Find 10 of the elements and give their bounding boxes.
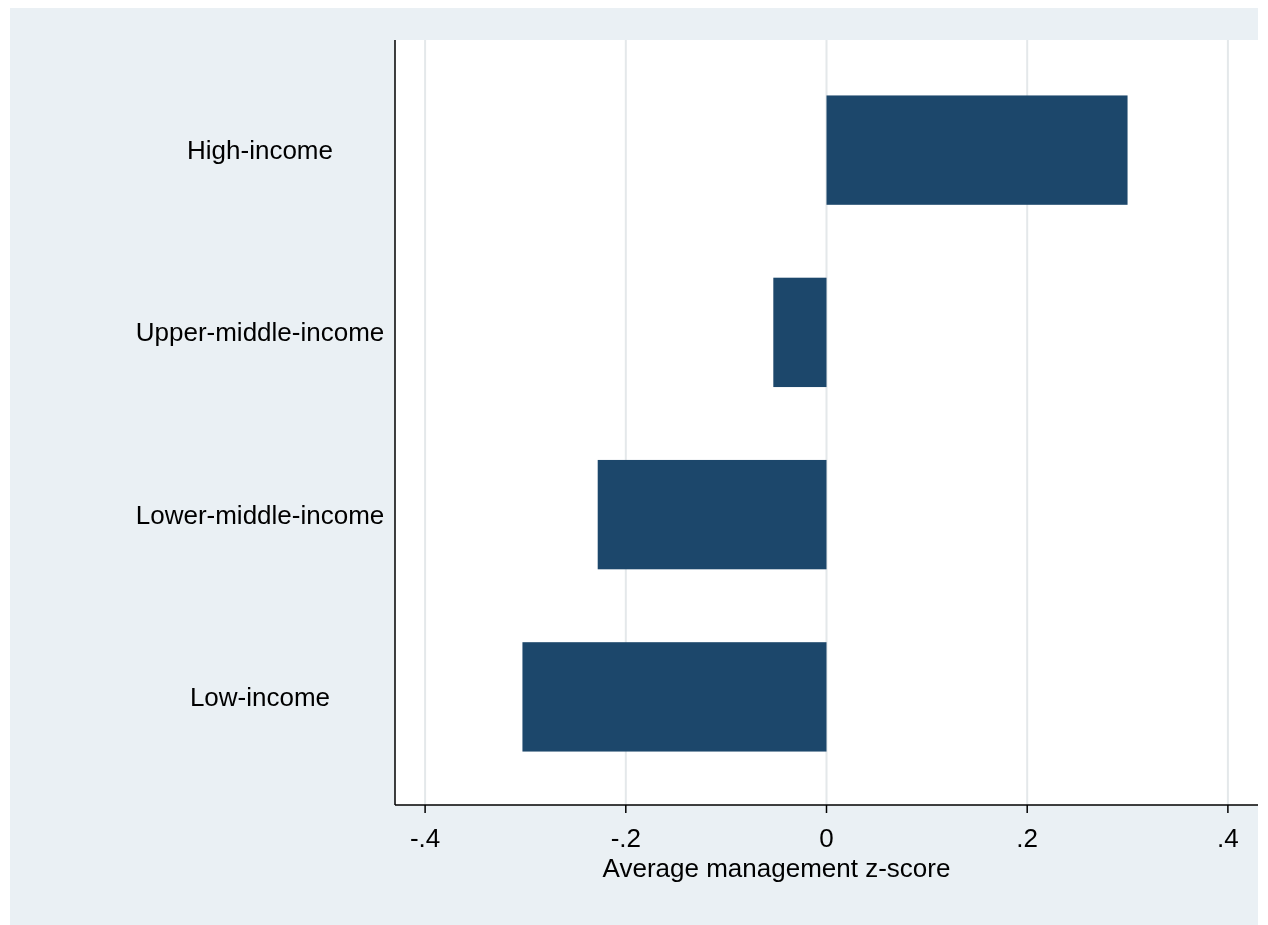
y-tick-label: Upper-middle-income <box>135 317 385 348</box>
x-axis-title: Average management z-score <box>602 853 951 883</box>
y-tick-label: High-income <box>187 135 333 166</box>
y-tick-label: Lower-middle-income <box>135 499 385 530</box>
x-tick-label: .4 <box>1217 823 1239 853</box>
x-tick-label: .2 <box>1016 823 1039 853</box>
x-tick-label: 0 <box>819 823 834 853</box>
x-tick-label: -.4 <box>409 823 441 853</box>
y-tick-label: Low-income <box>189 681 331 712</box>
x-tick-label: -.2 <box>610 823 641 853</box>
